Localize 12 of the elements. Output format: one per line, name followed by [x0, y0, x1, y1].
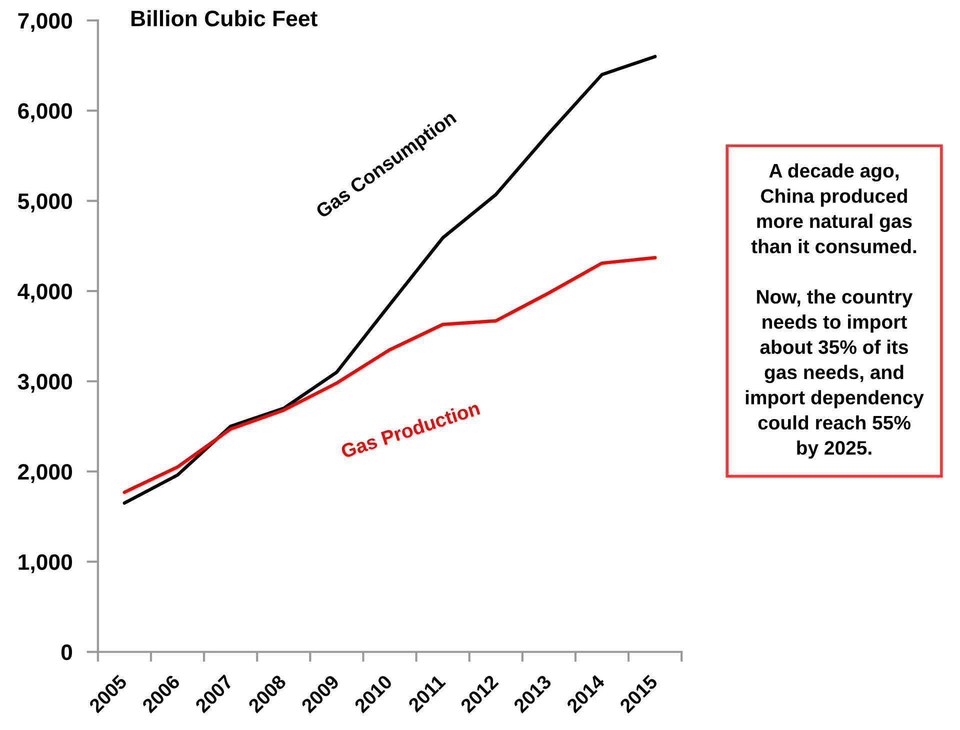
y-tick-label: 2,000	[18, 464, 72, 483]
y-tick-label: 0	[61, 644, 72, 660]
text: A decade ago, China produced more natural gas than it consumed. Now, the country needs to import about 35% of its gas needs, and import dependency could reach 55% by 2025.	[746, 163, 924, 459]
y-axis-title: Billion Cubic Feet	[132, 10, 318, 26]
line-series	[122, 54, 657, 505]
y-tick-label: 3,000	[18, 374, 72, 393]
y-tick-label: 5,000	[18, 193, 72, 212]
y-tick-label: 1,000	[18, 554, 72, 574]
y-tick-label: 4,000	[18, 284, 72, 303]
y-tick-label: 7,000	[18, 12, 72, 32]
line-series	[122, 256, 657, 494]
y-tick-label: 6,000	[18, 103, 72, 122]
